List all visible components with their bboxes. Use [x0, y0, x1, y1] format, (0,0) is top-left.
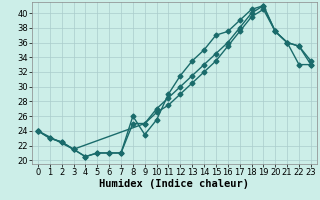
X-axis label: Humidex (Indice chaleur): Humidex (Indice chaleur): [100, 179, 249, 189]
